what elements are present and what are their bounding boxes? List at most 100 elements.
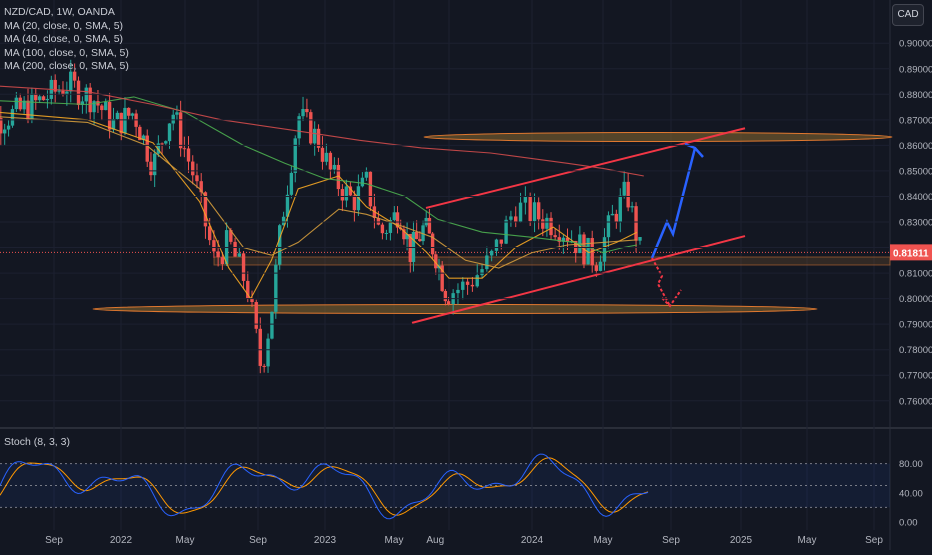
resistance-zone xyxy=(423,132,893,142)
candle-body xyxy=(614,213,619,223)
candle-body xyxy=(246,280,250,299)
candle-body xyxy=(545,217,549,229)
price-tick-label: 0.84000 xyxy=(899,192,932,203)
candle-body xyxy=(528,196,532,222)
candle-body xyxy=(293,138,297,173)
candle-body xyxy=(376,218,381,225)
time-tick-label: May xyxy=(176,535,195,546)
bearish-projection-arrow xyxy=(651,257,671,307)
candle-body xyxy=(167,123,172,142)
candle-body xyxy=(332,164,337,170)
candle-body xyxy=(475,275,479,287)
candle-body xyxy=(541,219,545,229)
candle-body xyxy=(285,194,290,217)
candle-body xyxy=(470,284,475,287)
candle-body xyxy=(145,135,149,162)
candle-body xyxy=(297,116,301,139)
candle-body xyxy=(212,240,216,252)
candle-body xyxy=(237,253,242,257)
candle-body xyxy=(622,181,626,196)
ma200-line xyxy=(0,85,644,177)
candle-body xyxy=(254,302,258,329)
candle-body xyxy=(258,328,262,366)
candle-body xyxy=(262,365,266,367)
channel-lower-line xyxy=(411,235,746,324)
candle-body xyxy=(360,177,365,187)
candle-body xyxy=(130,113,135,116)
candle-body xyxy=(76,80,81,106)
candle-body xyxy=(602,237,607,262)
price-tick-label: 0.85000 xyxy=(899,166,932,177)
stoch-tick-label: 0.00 xyxy=(899,518,918,529)
candle-body xyxy=(586,238,590,265)
candle-body xyxy=(278,225,282,265)
candle-body xyxy=(309,112,313,144)
price-tick-label: 0.78000 xyxy=(899,345,932,356)
candle-body xyxy=(316,128,321,148)
candle-body xyxy=(250,298,254,303)
candle-body xyxy=(175,112,179,115)
candle-body xyxy=(164,141,168,144)
candle-body xyxy=(518,202,523,222)
candle-body xyxy=(141,135,146,141)
candle-body xyxy=(561,237,566,242)
ma40-line xyxy=(0,116,638,269)
candle-body xyxy=(69,71,73,92)
stoch-d-line xyxy=(0,457,649,516)
time-tick-label: Aug xyxy=(426,535,444,546)
time-tick-label: Sep xyxy=(865,535,883,546)
candle-body xyxy=(443,290,448,302)
candle-body xyxy=(461,281,465,290)
currency-button[interactable]: CAD xyxy=(892,4,924,26)
candle-body xyxy=(626,181,630,208)
candle-body xyxy=(610,213,615,216)
time-tick-label: May xyxy=(385,535,404,546)
candle-body xyxy=(107,101,112,130)
candle-body xyxy=(434,254,438,269)
candle-body xyxy=(405,233,409,240)
time-tick-label: May xyxy=(594,535,613,546)
candle-body xyxy=(171,114,175,124)
candle-body xyxy=(440,265,444,291)
candle-body xyxy=(22,100,26,110)
candle-body xyxy=(156,143,161,154)
candle-body xyxy=(598,261,603,271)
candle-body xyxy=(37,96,42,101)
candle-body xyxy=(312,128,317,144)
candle-body xyxy=(92,101,96,113)
candle-body xyxy=(195,175,199,182)
current-price-badge xyxy=(890,244,932,261)
candle-body xyxy=(57,90,61,92)
candle-body xyxy=(186,148,191,162)
candle-body xyxy=(281,216,286,226)
price-tick-label: 0.77000 xyxy=(899,371,932,382)
price-tick-label: 0.87000 xyxy=(899,115,932,126)
candle-body xyxy=(65,91,69,95)
candle-body xyxy=(480,269,484,276)
candle-body xyxy=(41,96,46,101)
candle-body xyxy=(485,255,489,270)
candle-body xyxy=(380,224,385,234)
time-tick-label: May xyxy=(798,535,817,546)
candle-body xyxy=(388,220,393,233)
candle-body xyxy=(115,112,120,120)
bearish-arrowhead xyxy=(661,289,682,308)
candle-body xyxy=(418,239,422,242)
candle-body xyxy=(328,152,333,170)
candle-body xyxy=(111,119,116,130)
candle-body xyxy=(509,216,513,220)
stoch-tick-label: 80.00 xyxy=(899,459,923,470)
candle-body xyxy=(199,181,203,193)
stoch-k-line xyxy=(0,453,649,520)
candle-body xyxy=(203,192,208,227)
price-tick-label: 0.80000 xyxy=(899,294,932,305)
candle-body xyxy=(446,301,451,305)
candle-body xyxy=(0,117,3,134)
support-zone xyxy=(92,304,818,314)
candle-body xyxy=(61,90,65,95)
candle-body xyxy=(152,153,157,176)
candle-body xyxy=(182,148,187,150)
